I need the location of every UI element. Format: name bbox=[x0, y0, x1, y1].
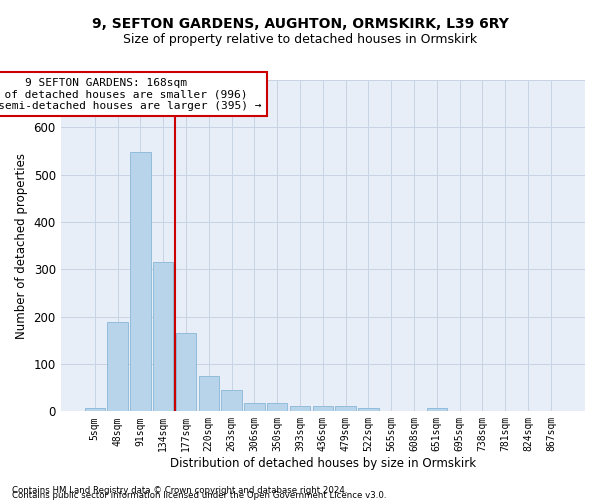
Text: Size of property relative to detached houses in Ormskirk: Size of property relative to detached ho… bbox=[123, 32, 477, 46]
Bar bbox=[313, 406, 333, 411]
Bar bbox=[85, 408, 105, 412]
Bar bbox=[221, 390, 242, 411]
Text: 9, SEFTON GARDENS, AUGHTON, ORMSKIRK, L39 6RY: 9, SEFTON GARDENS, AUGHTON, ORMSKIRK, L3… bbox=[92, 18, 508, 32]
Bar bbox=[267, 403, 287, 411]
Bar bbox=[358, 408, 379, 412]
Text: Contains HM Land Registry data © Crown copyright and database right 2024.: Contains HM Land Registry data © Crown c… bbox=[12, 486, 347, 495]
Bar bbox=[176, 333, 196, 411]
X-axis label: Distribution of detached houses by size in Ormskirk: Distribution of detached houses by size … bbox=[170, 457, 476, 470]
Text: 9 SEFTON GARDENS: 168sqm
← 72% of detached houses are smaller (996)
28% of semi-: 9 SEFTON GARDENS: 168sqm ← 72% of detach… bbox=[0, 78, 262, 111]
Bar bbox=[290, 406, 310, 411]
Text: Contains public sector information licensed under the Open Government Licence v3: Contains public sector information licen… bbox=[12, 490, 386, 500]
Y-axis label: Number of detached properties: Number of detached properties bbox=[15, 152, 28, 338]
Bar bbox=[427, 408, 447, 412]
Bar bbox=[107, 322, 128, 412]
Bar bbox=[199, 376, 219, 412]
Bar bbox=[244, 403, 265, 411]
Bar bbox=[335, 406, 356, 411]
Bar bbox=[130, 152, 151, 411]
Bar bbox=[153, 262, 173, 412]
